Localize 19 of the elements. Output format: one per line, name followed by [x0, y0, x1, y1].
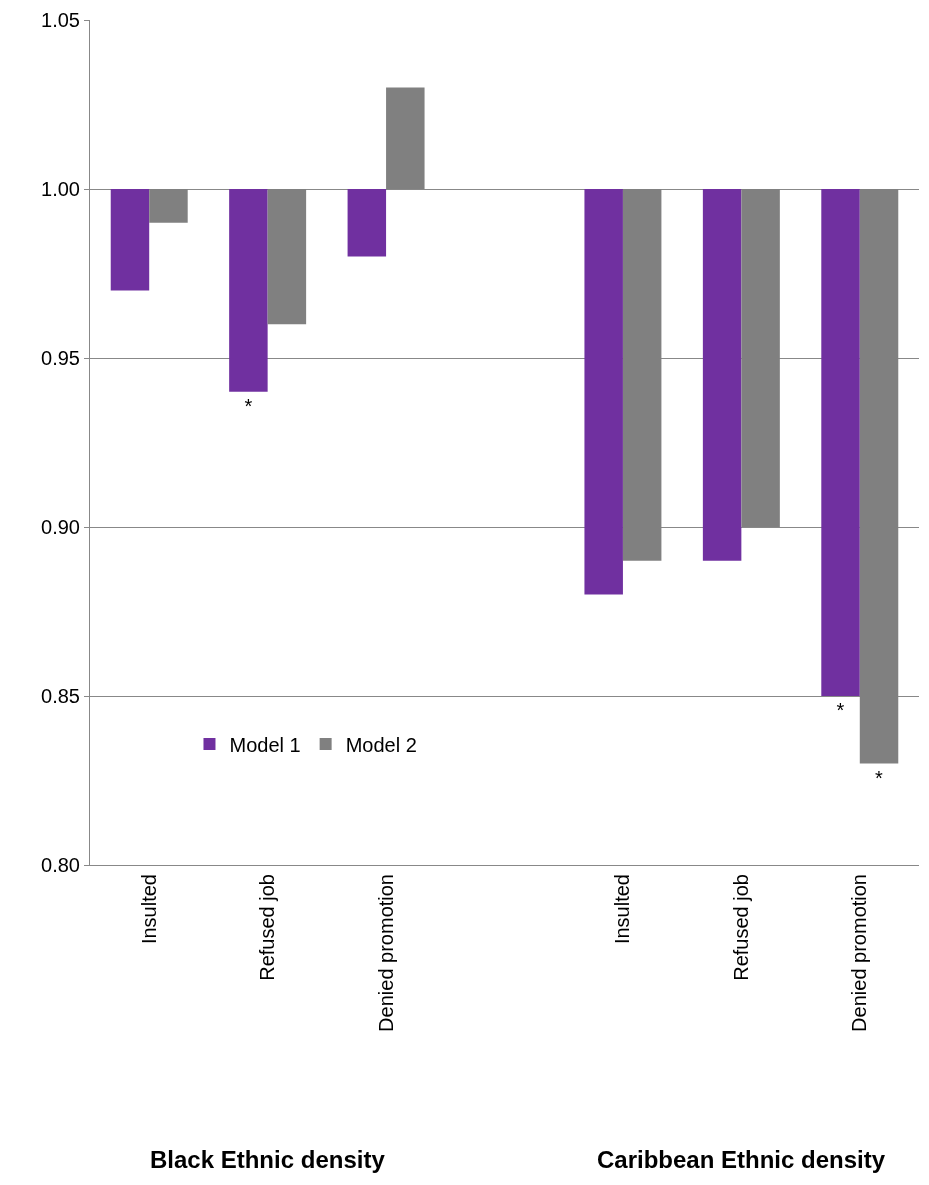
text: Caribbean Ethnic density	[597, 1146, 886, 1173]
data-label: *	[244, 394, 253, 417]
data-label: *	[875, 766, 884, 789]
y-tick-label: 1.05	[41, 9, 80, 31]
x-tick-label: Insulted	[137, 874, 160, 945]
data-label: *	[836, 699, 845, 721]
y-tick-label: 0.85	[41, 685, 80, 707]
legend-label: Model 2	[345, 733, 417, 756]
x-tick-label: Refused job	[729, 874, 752, 981]
y-tick-label: 0.90	[41, 516, 80, 538]
x-tick-label: Insulted	[611, 874, 634, 945]
x-tick-label: Denied promotion	[848, 874, 871, 1032]
x-tick-label: Refused job	[256, 874, 279, 981]
x-tick-label: Denied promotion	[374, 874, 397, 1032]
y-tick-label: 0.95	[41, 347, 80, 369]
y-tick-label: 1.00	[41, 178, 80, 200]
y-tick-label: 0.80	[41, 854, 80, 876]
legend-label: Model 1	[229, 733, 301, 756]
text: Black Ethnic density	[150, 1146, 386, 1173]
